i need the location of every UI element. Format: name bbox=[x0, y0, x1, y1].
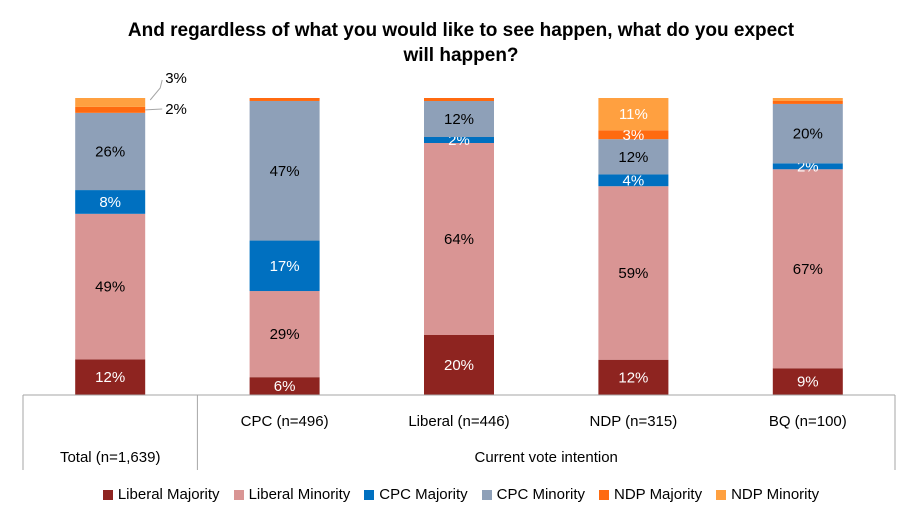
data-label: 3% bbox=[165, 70, 187, 87]
label-leader-line bbox=[145, 108, 163, 111]
chart-title: And regardless of what you would like to… bbox=[0, 18, 922, 68]
bar-segment bbox=[249, 100, 320, 241]
data-label: 4% bbox=[623, 172, 645, 189]
data-label: 2% bbox=[165, 101, 187, 118]
data-label: 59% bbox=[618, 265, 648, 282]
legend-item: Liberal Minority bbox=[233, 486, 351, 503]
chart-title-line-2: will happen? bbox=[403, 45, 519, 66]
bar-segment bbox=[424, 335, 494, 395]
data-label: 47% bbox=[270, 163, 300, 180]
legend-swatch bbox=[481, 489, 492, 500]
legend: Liberal Majority Liberal Minority CPC Majo… bbox=[0, 486, 922, 503]
data-label: 6% bbox=[274, 378, 296, 395]
chart-title-line-1: And regardless of what you would like to… bbox=[127, 20, 795, 41]
legend-label: CPC Majority bbox=[379, 486, 468, 503]
bar-segment bbox=[772, 103, 843, 164]
x-tick-label: Total (n=1,639) bbox=[60, 449, 160, 466]
data-label: 64% bbox=[444, 231, 474, 248]
data-label: 67% bbox=[793, 261, 823, 278]
bar-segment bbox=[772, 163, 843, 170]
x-tick-label: BQ (n=100) bbox=[769, 413, 847, 430]
bar-segment bbox=[772, 98, 843, 101]
legend-swatch bbox=[599, 489, 609, 500]
data-label: 12% bbox=[95, 369, 125, 386]
data-label: 20% bbox=[793, 126, 823, 143]
bar-segment bbox=[249, 240, 320, 292]
bar-segment bbox=[598, 186, 669, 360]
data-label: 12% bbox=[444, 111, 474, 128]
x-group-label: Current vote intention bbox=[474, 449, 617, 466]
bar-segment bbox=[75, 359, 146, 395]
bar-segment bbox=[424, 98, 494, 101]
bar-segment bbox=[424, 137, 494, 143]
bar-segment bbox=[249, 98, 320, 101]
label-leader-line bbox=[149, 79, 163, 101]
bar-segment bbox=[249, 377, 320, 395]
bar-segment bbox=[598, 130, 669, 140]
data-label: 12% bbox=[618, 369, 648, 386]
data-label: 11% bbox=[619, 106, 648, 123]
legend-item: CPC Minority bbox=[481, 486, 585, 503]
data-label: 17% bbox=[270, 258, 300, 275]
data-label: 9% bbox=[797, 374, 819, 391]
legend-label: Liberal Minority bbox=[248, 486, 351, 503]
bar-segment bbox=[75, 106, 146, 113]
bar-segment bbox=[424, 143, 494, 335]
data-label: 29% bbox=[270, 326, 300, 343]
bar-segment bbox=[772, 169, 843, 369]
legend-swatch bbox=[364, 489, 375, 500]
bar-segment bbox=[75, 213, 146, 360]
x-tick-label: CPC (n=496) bbox=[241, 413, 329, 430]
bar-segment bbox=[598, 139, 669, 175]
legend-item: NDP Majority bbox=[599, 486, 702, 503]
data-label: 3% bbox=[623, 127, 645, 144]
bar-segment bbox=[75, 190, 146, 214]
bar-segment bbox=[598, 174, 669, 187]
legend-label: NDP Majority bbox=[614, 486, 703, 503]
data-label: 20% bbox=[444, 357, 474, 374]
legend-label: Liberal Majority bbox=[117, 486, 220, 503]
legend-swatch bbox=[102, 489, 113, 500]
legend-swatch bbox=[233, 489, 244, 500]
legend-swatch bbox=[716, 489, 727, 500]
x-tick-label: NDP (n=315) bbox=[590, 413, 678, 430]
bar-segment bbox=[772, 100, 843, 104]
data-label: 26% bbox=[95, 143, 125, 160]
x-tick-label: Liberal (n=446) bbox=[408, 413, 509, 430]
legend-label: NDP Minority bbox=[731, 486, 820, 503]
legend-item: NDP Minority bbox=[716, 486, 819, 503]
bar-segment bbox=[75, 112, 146, 191]
bar-segment bbox=[424, 101, 494, 137]
data-label: 49% bbox=[95, 279, 125, 296]
bar-segment bbox=[598, 98, 669, 131]
legend-label: CPC Minority bbox=[496, 486, 585, 503]
bar-segment bbox=[249, 291, 320, 378]
data-label: 12% bbox=[618, 149, 648, 166]
legend-item: Liberal Majority bbox=[102, 486, 220, 503]
legend-item: CPC Majority bbox=[364, 486, 468, 503]
data-label: 8% bbox=[99, 194, 121, 211]
bar-segment bbox=[598, 359, 669, 395]
bar-segment bbox=[772, 368, 843, 395]
bar-segment bbox=[75, 98, 146, 107]
